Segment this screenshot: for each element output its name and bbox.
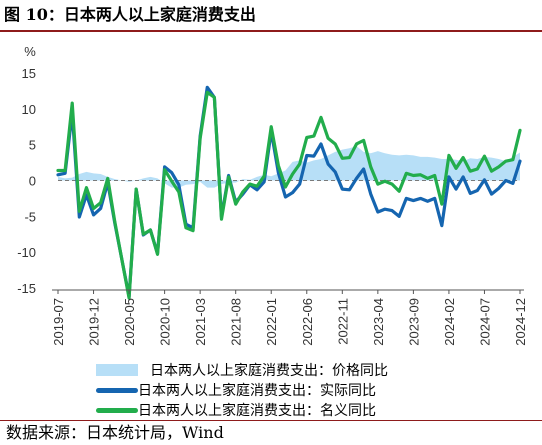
y-tick-label: 15 — [22, 66, 36, 81]
legend-item-real: 日本两人以上家庭消费支出：实际同比 — [96, 380, 516, 400]
y-tick-label: 10 — [22, 102, 36, 117]
x-tick-label: 2024-02 — [442, 298, 457, 346]
x-tick-label: 2024-12 — [513, 298, 528, 346]
series-lines — [56, 85, 522, 300]
x-tick-label: 2022-11 — [335, 298, 350, 345]
x-tick-label: 2024-07 — [477, 298, 492, 346]
legend: 日本两人以上家庭消费支出：价格同比 日本两人以上家庭消费支出：实际同比 日本两人… — [96, 360, 516, 420]
bottom-rule — [0, 420, 542, 421]
line-chart: % 15 10 5 0 -5 -10 -15 2019-07 2019-12 2020-05 2020… — [17, 44, 528, 346]
x-tick-label: 2021-03 — [193, 298, 208, 346]
figure-title: 图 10：日本两人以上家庭消费支出 — [4, 5, 256, 24]
x-tick-label: 2022-01 — [264, 298, 279, 346]
x-tick-label: 2019-12 — [87, 298, 102, 346]
y-unit-label: % — [24, 44, 36, 59]
x-tick-label: 2023-09 — [406, 298, 421, 346]
x-tick-label: 2020-10 — [158, 298, 173, 346]
legend-swatch-real — [96, 387, 138, 393]
series-line-nominal — [56, 90, 522, 300]
y-tick-label: 0 — [29, 174, 36, 189]
legend-item-nominal: 日本两人以上家庭消费支出：名义同比 — [96, 400, 516, 420]
legend-label-price: 日本两人以上家庭消费支出：价格同比 — [150, 363, 388, 379]
y-tick-label: -10 — [17, 245, 36, 260]
axes: % 15 10 5 0 -5 -10 -15 2019-07 2019-12 2020-05 2020… — [17, 44, 528, 346]
y-tick-label: -5 — [24, 209, 36, 224]
x-tick-label: 2023-04 — [371, 298, 386, 346]
legend-label-real: 日本两人以上家庭消费支出：实际同比 — [138, 383, 376, 399]
x-tick-label: 2019-07 — [51, 298, 66, 346]
title-rule — [0, 30, 542, 32]
series-line-real — [56, 85, 522, 299]
source-note: 数据来源：日本统计局，Wind — [6, 423, 224, 442]
legend-swatch-nominal — [96, 407, 138, 413]
legend-label-nominal: 日本两人以上家庭消费支出：名义同比 — [138, 403, 376, 419]
y-tick-label: -15 — [17, 281, 36, 296]
x-tick-label: 2022-06 — [300, 298, 315, 346]
y-tick-label: 5 — [29, 138, 36, 153]
x-tick-label: 2021-08 — [229, 298, 244, 346]
legend-swatch-price — [96, 364, 138, 376]
legend-item-price: 日本两人以上家庭消费支出：价格同比 — [96, 360, 516, 380]
x-tick-label: 2020-05 — [122, 298, 137, 346]
